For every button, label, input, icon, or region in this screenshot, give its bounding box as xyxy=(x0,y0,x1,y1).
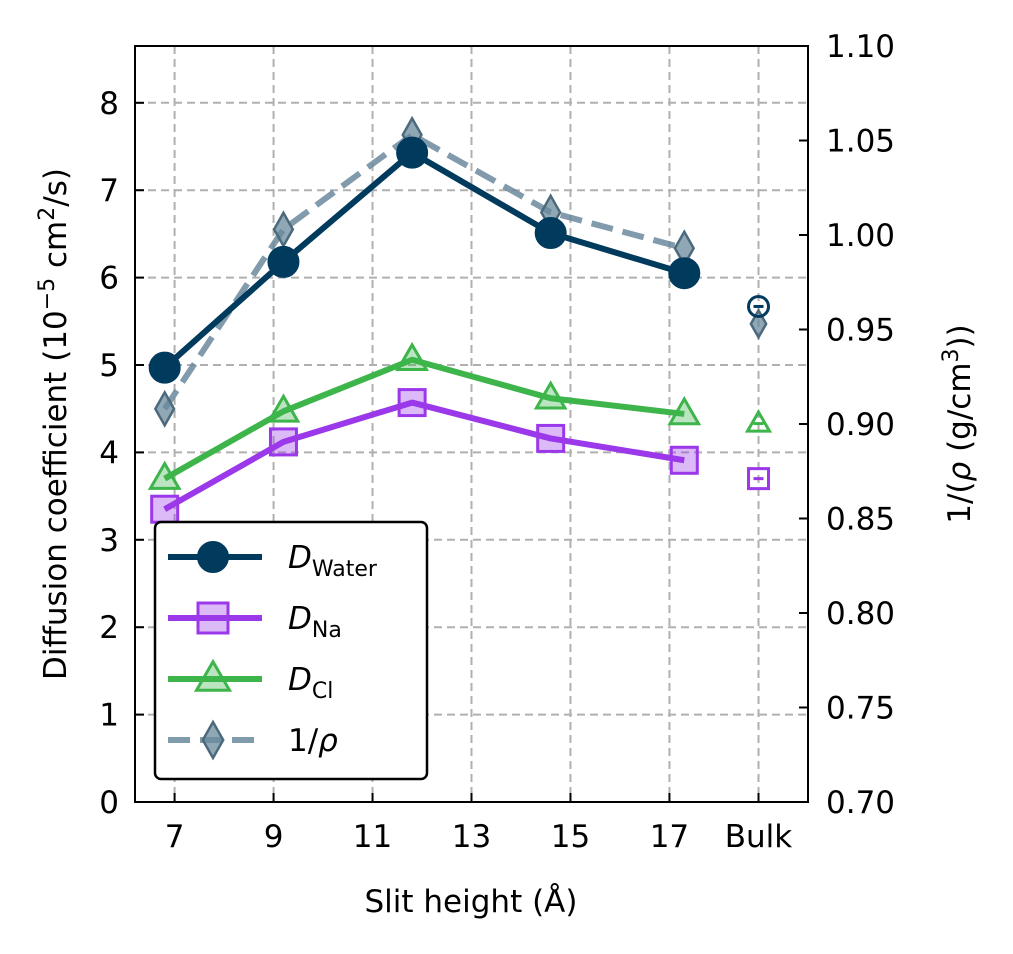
series-cl xyxy=(147,341,773,490)
data-point-water xyxy=(668,257,701,290)
ticks: 7 9 11 13 15 17 Bulk 0 1 2 3 4 5 6 7 8 0.70 0.75 0.80 0.85 0… xyxy=(99,29,895,855)
right-y-tick-label: 0.90 xyxy=(826,407,895,443)
left-axis-title: Diffusion coefficient (10−5 cm2/s) xyxy=(35,168,74,680)
x-tick-label: 11 xyxy=(353,819,392,855)
x-tick-label: 7 xyxy=(165,819,185,855)
left-y-tick-label: 8 xyxy=(99,86,119,122)
series-line-rho xyxy=(162,131,686,411)
legend-item-water: DWater xyxy=(168,540,378,582)
data-point-na xyxy=(268,427,298,457)
left-y-tick-label: 7 xyxy=(99,173,119,209)
right-axis-title: 1/(ρ (g/cm3)) xyxy=(939,324,978,523)
x-tick-label: 17 xyxy=(650,819,689,855)
right-y-tick-label: 1.05 xyxy=(826,124,895,160)
legend-item-cl: DCl xyxy=(168,658,333,704)
legend-label-cl: DCl xyxy=(288,662,333,704)
left-y-tick-label: 1 xyxy=(99,698,119,734)
data-point-water xyxy=(396,136,429,169)
left-y-tick-label: 2 xyxy=(99,610,119,646)
data-point-rho xyxy=(272,210,295,249)
legend-items: DWater DNa DCl 1/ρ xyxy=(168,540,378,761)
data-point-cl xyxy=(147,460,182,490)
series-layer xyxy=(147,115,773,524)
series-line-na xyxy=(163,399,685,512)
data-point-rho xyxy=(153,389,176,428)
data-point-water xyxy=(267,245,300,278)
right-y-tick-label: 0.85 xyxy=(826,502,895,538)
right-y-tick-label: 1.10 xyxy=(826,29,895,65)
right-y-tick-label: 0.80 xyxy=(826,596,895,632)
legend-label-rho: 1/ρ xyxy=(288,723,338,759)
legend-box xyxy=(153,520,429,781)
data-point-cl xyxy=(667,396,702,426)
legend-marker-rho xyxy=(201,719,225,761)
data-point-water xyxy=(148,351,181,384)
data-point-na xyxy=(669,445,699,475)
legend-item-rho: 1/ρ xyxy=(168,719,338,761)
right-y-tick-label: 1.00 xyxy=(826,218,895,254)
x-tick-label: 13 xyxy=(452,819,491,855)
data-point-na xyxy=(536,423,566,453)
bulk-point-na xyxy=(747,467,771,491)
legend-label-na: DNa xyxy=(288,601,342,643)
data-point-na xyxy=(150,494,180,524)
legend-marker-cl xyxy=(193,658,233,692)
x-axis-title: Slit height (Å) xyxy=(365,884,578,920)
series-line-cl xyxy=(163,356,685,482)
legend-item-na: DNa xyxy=(168,601,342,643)
series-line-water xyxy=(162,149,686,370)
left-y-tick-label: 5 xyxy=(99,348,119,384)
series-na xyxy=(150,388,771,524)
left-y-tick-label: 0 xyxy=(99,785,119,821)
series-water xyxy=(148,136,771,384)
data-point-cl xyxy=(266,393,301,423)
x-tick-label: 15 xyxy=(551,819,590,855)
bulk-point-water xyxy=(747,294,771,318)
right-y-tick-label: 0.75 xyxy=(826,691,895,727)
data-point-cl xyxy=(395,341,430,372)
right-y-tick-label: 0.95 xyxy=(826,313,895,349)
x-tick-label: Bulk xyxy=(725,819,793,855)
legend-marker-na xyxy=(196,601,230,635)
left-y-tick-label: 4 xyxy=(99,435,119,471)
legend-marker-water xyxy=(197,541,229,573)
data-point-na xyxy=(397,388,427,418)
bulk-point-cl xyxy=(744,409,773,433)
data-point-cl xyxy=(533,380,568,410)
legend: DWater DNa DCl 1/ρ xyxy=(153,520,429,781)
left-y-tick-label: 3 xyxy=(99,523,119,559)
left-y-tick-label: 6 xyxy=(99,261,119,297)
x-tick-label: 9 xyxy=(264,819,284,855)
data-point-water xyxy=(534,217,567,250)
legend-label-water: DWater xyxy=(288,540,378,582)
right-y-tick-label: 0.70 xyxy=(826,785,895,821)
